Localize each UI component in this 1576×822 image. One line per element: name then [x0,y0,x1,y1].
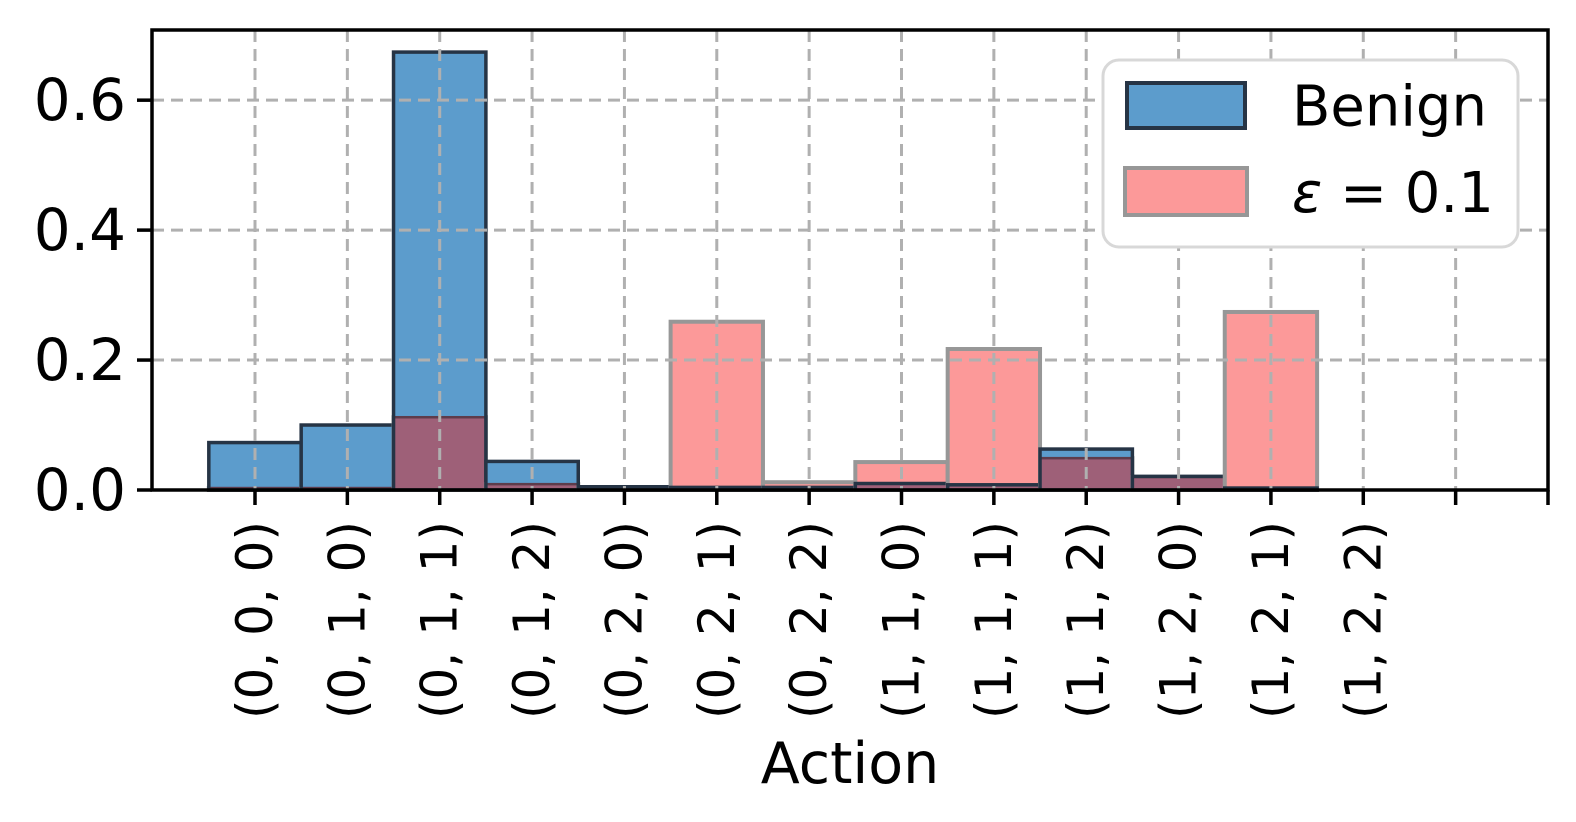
x-tick-label: (0, 1, 2) [503,521,561,719]
x-tick-label: (0, 2, 1) [688,521,746,719]
tick-marks [137,98,1550,505]
x-tick-label: (1, 2, 0) [1150,521,1208,719]
x-tick-label: (1, 2, 1) [1242,521,1300,719]
x-tick-label: (0, 1, 1) [411,521,469,719]
x-tick-label: (0, 2, 2) [780,521,838,719]
y-tick-label: 0.2 [34,326,126,394]
x-tick-label: (0, 1, 0) [318,521,376,719]
x-tick-label: (1, 1, 1) [965,521,1023,719]
y-tick-label: 0.4 [34,196,126,264]
legend-label-adversarial: ε = 0.1 [1292,161,1494,226]
legend-swatch-benign [1125,81,1247,130]
y-tick-label: 0.0 [34,456,126,524]
x-tick-label: (1, 1, 0) [873,521,931,719]
legend-swatch-adversarial [1123,166,1249,217]
x-tick-label: (1, 2, 2) [1334,521,1392,719]
adversarial-bar [668,319,765,493]
y-tick-label: 0.6 [34,66,126,134]
x-tick-label: (1, 1, 2) [1057,521,1115,719]
x-axis-label: Action [761,731,940,797]
plot-frame [150,28,1550,492]
legend: Benign ε = 0.1 [1101,58,1520,249]
legend-label-benign: Benign [1292,75,1487,140]
x-tick-label: (0, 0, 0) [226,521,284,719]
x-tick-label: (0, 2, 0) [595,521,653,719]
